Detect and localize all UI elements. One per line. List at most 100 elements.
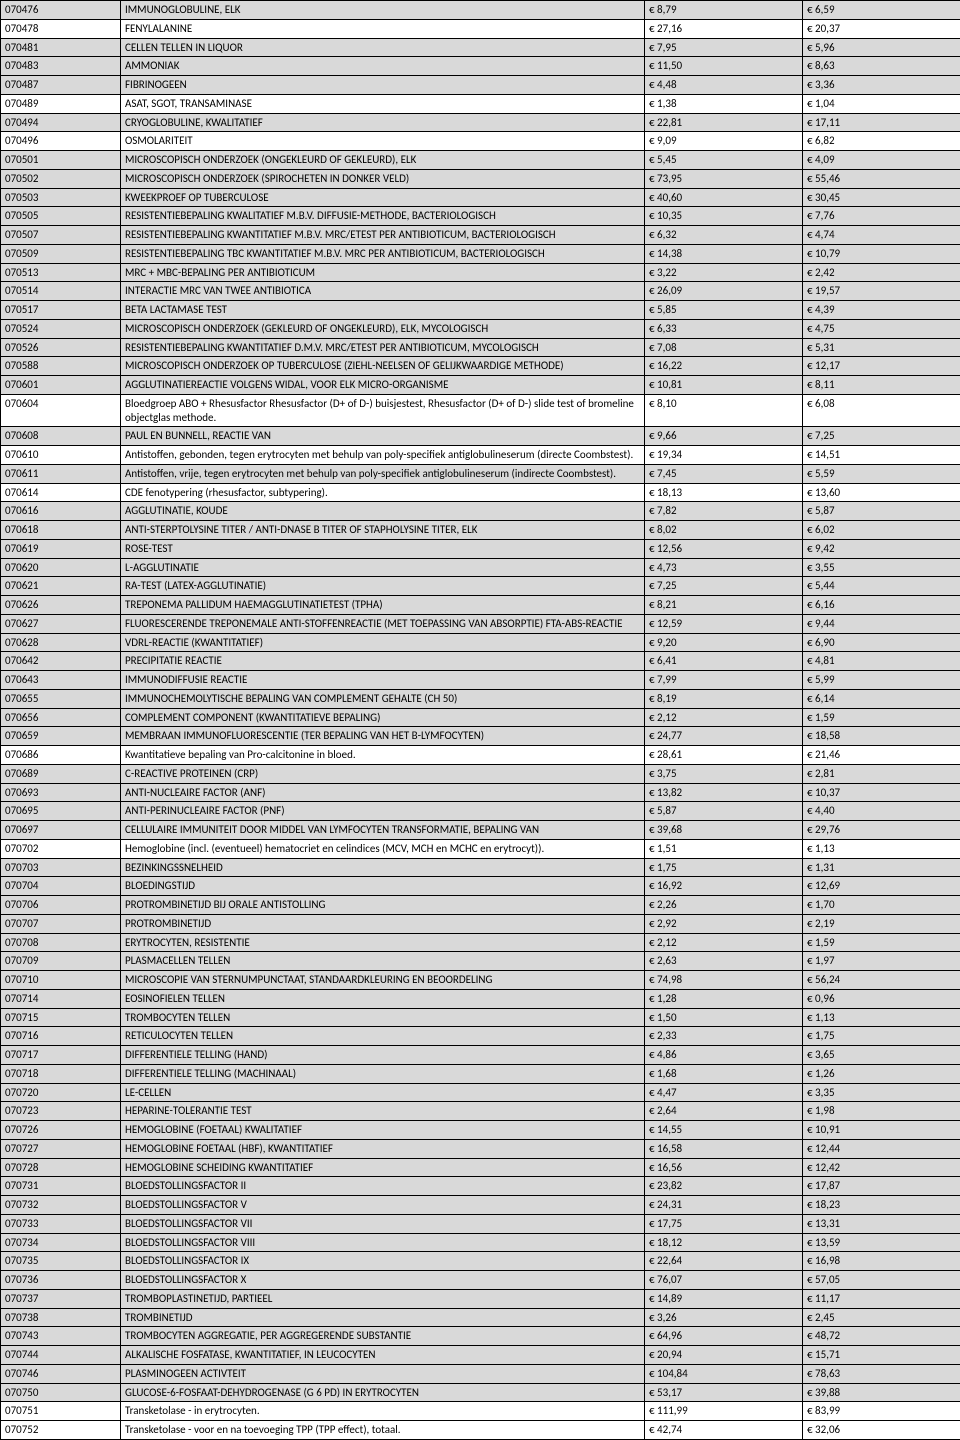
price1-cell: € 4,86 — [645, 1046, 803, 1065]
description-cell: MICROSCOPIE VAN STERNUMPUNCTAAT, STANDAA… — [121, 971, 645, 990]
price2-cell: € 5,59 — [803, 464, 960, 483]
table-row: 070483AMMONIAK€ 11,50€ 8,63 — [1, 57, 960, 76]
price2-cell: € 10,37 — [803, 783, 960, 802]
price1-cell: € 8,79 — [645, 1, 803, 20]
price1-cell: € 3,75 — [645, 764, 803, 783]
code-cell: 070611 — [1, 464, 121, 483]
code-cell: 070489 — [1, 94, 121, 113]
price1-cell: € 2,12 — [645, 708, 803, 727]
description-cell: CRYOGLOBULINE, KWALITATIEF — [121, 113, 645, 132]
price1-cell: € 16,58 — [645, 1139, 803, 1158]
table-row: 070732BLOEDSTOLLINGSFACTOR V€ 24,31€ 18,… — [1, 1196, 960, 1215]
price2-cell: € 18,58 — [803, 727, 960, 746]
code-cell: 070655 — [1, 689, 121, 708]
table-row: 070627FLUORESCERENDE TREPONEMALE ANTI-ST… — [1, 614, 960, 633]
price1-cell: € 4,73 — [645, 558, 803, 577]
description-cell: BEZINKINGSSNELHEID — [121, 858, 645, 877]
table-row: 070720LE-CELLEN€ 4,47€ 3,35 — [1, 1083, 960, 1102]
table-row: 070734BLOEDSTOLLINGSFACTOR VIII€ 18,12€ … — [1, 1233, 960, 1252]
price1-cell: € 23,82 — [645, 1177, 803, 1196]
price1-cell: € 74,98 — [645, 971, 803, 990]
table-row: 070501MICROSCOPISCH ONDERZOEK (ONGEKLEUR… — [1, 151, 960, 170]
code-cell: 070626 — [1, 596, 121, 615]
description-cell: INTERACTIE MRC VAN TWEE ANTIBIOTICA — [121, 282, 645, 301]
price1-cell: € 1,75 — [645, 858, 803, 877]
code-cell: 070714 — [1, 989, 121, 1008]
price2-cell: € 16,98 — [803, 1252, 960, 1271]
table-row: 070718DIFFERENTIELE TELLING (MACHINAAL)€… — [1, 1064, 960, 1083]
code-cell: 070734 — [1, 1233, 121, 1252]
price1-cell: € 1,38 — [645, 94, 803, 113]
price1-cell: € 19,34 — [645, 446, 803, 465]
table-row: 070517BETA LACTAMASE TEST€ 5,85€ 4,39 — [1, 301, 960, 320]
table-row: 070746PLASMINOGEEN ACTIVTEIT€ 104,84€ 78… — [1, 1364, 960, 1383]
description-cell: GLUCOSE-6-FOSFAAT-DEHYDROGENASE (G 6 PD)… — [121, 1383, 645, 1402]
description-cell: COMPLEMENT COMPONENT (KWANTITATIEVE BEPA… — [121, 708, 645, 727]
description-cell: ALKALISCHE FOSFATASE, KWANTITATIEF, IN L… — [121, 1346, 645, 1365]
description-cell: Kwantitatieve bepaling van Pro-calcitoni… — [121, 746, 645, 765]
table-row: 070655IMMUNOCHEMOLYTISCHE BEPALING VAN C… — [1, 689, 960, 708]
code-cell: 070524 — [1, 319, 121, 338]
description-cell: DIFFERENTIELE TELLING (HAND) — [121, 1046, 645, 1065]
table-row: 070726HEMOGLOBINE (FOETAAL) KWALITATIEF€… — [1, 1121, 960, 1140]
description-cell: FENYLALANINE — [121, 19, 645, 38]
description-cell: LE-CELLEN — [121, 1083, 645, 1102]
table-row: 070703BEZINKINGSSNELHEID€ 1,75€ 1,31 — [1, 858, 960, 877]
description-cell: BLOEDSTOLLINGSFACTOR V — [121, 1196, 645, 1215]
price1-cell: € 13,82 — [645, 783, 803, 802]
price2-cell: € 57,05 — [803, 1271, 960, 1290]
description-cell: FLUORESCERENDE TREPONEMALE ANTI-STOFFENR… — [121, 614, 645, 633]
price1-cell: € 6,33 — [645, 319, 803, 338]
price1-cell: € 4,47 — [645, 1083, 803, 1102]
price2-cell: € 30,45 — [803, 188, 960, 207]
price1-cell: € 2,12 — [645, 933, 803, 952]
price2-cell: € 3,65 — [803, 1046, 960, 1065]
price2-cell: € 3,36 — [803, 76, 960, 95]
description-cell: HEMOGLOBINE (FOETAAL) KWALITATIEF — [121, 1121, 645, 1140]
price1-cell: € 9,66 — [645, 427, 803, 446]
table-row: 070514INTERACTIE MRC VAN TWEE ANTIBIOTIC… — [1, 282, 960, 301]
price1-cell: € 7,99 — [645, 671, 803, 690]
table-row: 070478FENYLALANINE€ 27,16€ 20,37 — [1, 19, 960, 38]
description-cell: BLOEDSTOLLINGSFACTOR VIII — [121, 1233, 645, 1252]
table-row: 070626TREPONEMA PALLIDUM HAEMAGGLUTINATI… — [1, 596, 960, 615]
table-row: 070621RA-TEST (LATEX-AGGLUTINATIE)€ 7,25… — [1, 577, 960, 596]
description-cell: IMMUNOGLOBULINE, ELK — [121, 1, 645, 20]
code-cell: 070738 — [1, 1308, 121, 1327]
code-cell: 070708 — [1, 933, 121, 952]
description-cell: MICROSCOPISCH ONDERZOEK (GEKLEURD OF ONG… — [121, 319, 645, 338]
table-row: 070481CELLEN TELLEN IN LIQUOR€ 7,95€ 5,9… — [1, 38, 960, 57]
price2-cell: € 1,26 — [803, 1064, 960, 1083]
table-row: 070735BLOEDSTOLLINGSFACTOR IX€ 22,64€ 16… — [1, 1252, 960, 1271]
price2-cell: € 12,69 — [803, 877, 960, 896]
price1-cell: € 16,92 — [645, 877, 803, 896]
description-cell: Antistoffen, vrije, tegen erytrocyten me… — [121, 464, 645, 483]
code-cell: 070616 — [1, 502, 121, 521]
price1-cell: € 12,59 — [645, 614, 803, 633]
description-cell: L-AGGLUTINATIE — [121, 558, 645, 577]
description-cell: HEPARINE-TOLERANTIE TEST — [121, 1102, 645, 1121]
table-row: 070489ASAT, SGOT, TRANSAMINASE€ 1,38€ 1,… — [1, 94, 960, 113]
price1-cell: € 1,68 — [645, 1064, 803, 1083]
price1-cell: € 18,13 — [645, 483, 803, 502]
table-row: 070728HEMOGLOBINE SCHEIDING KWANTITATIEF… — [1, 1158, 960, 1177]
price2-cell: € 1,04 — [803, 94, 960, 113]
table-row: 070709PLASMACELLEN TELLEN€ 2,63€ 1,97 — [1, 952, 960, 971]
price1-cell: € 1,51 — [645, 839, 803, 858]
code-cell: 070501 — [1, 151, 121, 170]
code-cell: 070737 — [1, 1289, 121, 1308]
price2-cell: € 1,97 — [803, 952, 960, 971]
table-row: 070707PROTROMBINETIJD€ 2,92€ 2,19 — [1, 914, 960, 933]
code-cell: 070588 — [1, 357, 121, 376]
price2-cell: € 5,96 — [803, 38, 960, 57]
code-cell: 070703 — [1, 858, 121, 877]
price2-cell: € 14,51 — [803, 446, 960, 465]
description-cell: BLOEDSTOLLINGSFACTOR X — [121, 1271, 645, 1290]
table-row: 070737TROMBOPLASTINETIJD, PARTIEEL€ 14,8… — [1, 1289, 960, 1308]
table-row: 070752Transketolase - voor en na toevoeg… — [1, 1421, 960, 1440]
table-row: 070714EOSINOFIELEN TELLEN€ 1,28€ 0,96 — [1, 989, 960, 1008]
price1-cell: € 64,96 — [645, 1327, 803, 1346]
table-row: 070496OSMOLARITEIT€ 9,09€ 6,82 — [1, 132, 960, 151]
code-cell: 070733 — [1, 1214, 121, 1233]
code-cell: 070744 — [1, 1346, 121, 1365]
